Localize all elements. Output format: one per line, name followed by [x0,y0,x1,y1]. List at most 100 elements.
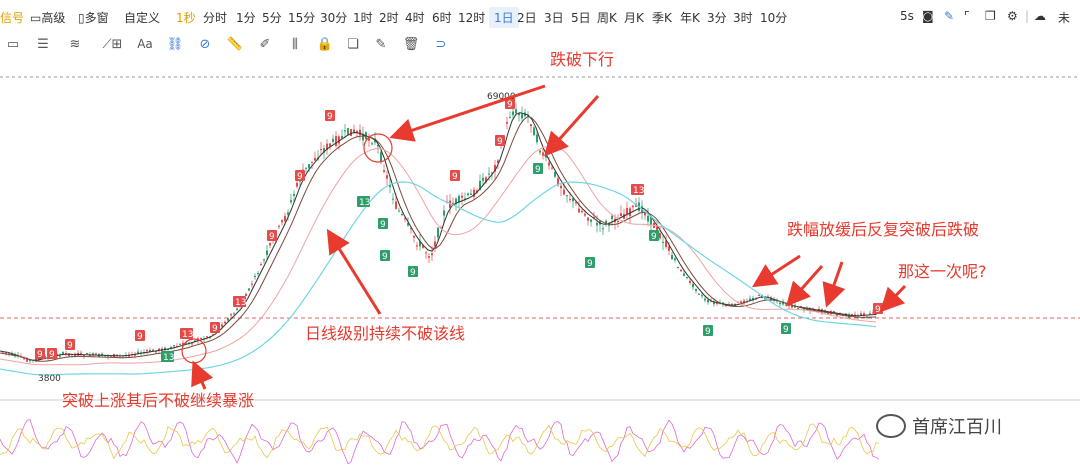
candle-body [707,299,709,303]
candle-body [65,353,67,355]
candle-body [425,252,427,254]
interval-12h[interactable]: 12时 [458,11,486,25]
interval-6h[interactable]: 6时 [432,11,452,25]
interval-3h[interactable]: 3时 [733,11,753,25]
td-badge-label: 9 [705,327,711,337]
lock-icon[interactable]: 🔒 [316,36,334,52]
signal-button[interactable]: 信号 [0,11,25,25]
candle-body [308,164,310,169]
cloud-icon[interactable]: ☁ [1034,9,1046,23]
interval-timeshare[interactable]: 分时 [203,11,228,25]
interval-1m[interactable]: 1分 [236,11,256,25]
annotation-break-down: 跌破下行 [550,50,615,69]
interval-1h[interactable]: 1时 [353,11,373,25]
annotation-daily-line: 日线级别持续不破该线 [305,324,466,343]
brush-icon[interactable]: ✐ [259,36,271,52]
custom-button[interactable]: 自定义 [124,11,161,25]
candle-body [449,200,451,208]
candle-body [398,210,400,212]
td-badge [233,296,246,307]
multiwindow-icon: ▯ [78,11,85,25]
candle-body [266,250,268,255]
candle-body [410,227,412,229]
interval-5m[interactable]: 5分 [262,11,282,25]
window-icon[interactable]: ❐ [985,9,996,23]
magnet-icon[interactable]: ⊃ [435,36,447,52]
fullscreen-icon[interactable]: ⌜ [964,9,970,23]
candle-body [338,136,340,144]
pencil-icon[interactable]: ✎ [944,9,955,23]
td-badge [378,218,388,229]
interval-1d[interactable]: 1日 [489,7,519,28]
interval-5d[interactable]: 5日 [571,11,591,25]
td-badge [357,196,370,207]
trash-icon[interactable]: 🗑 [402,36,420,52]
candles-icon[interactable]: ⫼ [292,36,298,52]
interval-year[interactable]: 年K [680,11,700,25]
measure-icon[interactable]: ⊞ [111,36,123,52]
interval-30m[interactable]: 30分 [320,11,348,25]
candle-body [686,277,688,279]
unlink-icon[interactable]: ⊘ [199,36,211,52]
candle-body [506,122,508,124]
candle-body [95,353,97,355]
interval-week[interactable]: 周K [597,11,617,25]
interval-1s[interactable]: 1秒 [176,11,196,25]
candle-body [788,305,790,307]
candle-body [389,184,391,188]
interval-4h[interactable]: 4时 [405,11,425,25]
candle-body [860,313,862,316]
gear-icon[interactable]: ⚙ [1007,9,1018,23]
copy-icon[interactable]: ❏ [347,36,359,52]
td-badge-label: 9 [49,350,55,360]
candle-body [692,283,694,288]
candle-body [536,134,538,143]
replay-speed[interactable]: 5s [900,9,914,23]
candle-body [59,355,61,357]
divider: | [1025,9,1030,23]
multiwindow-button[interactable]: ▯多窗 [78,9,109,26]
candle-body [68,353,70,357]
rectangle-icon[interactable]: ▭ [6,36,20,52]
candle-body [473,189,475,197]
trend-icon[interactable]: ⟋ [102,36,112,52]
text-icon[interactable]: Aa [137,37,153,51]
ruler-icon[interactable]: 📏 [226,36,244,52]
td-badge-label: 13 [163,353,174,363]
candle-body [662,241,664,243]
interval-2d[interactable]: 2日 [517,11,537,25]
candle-body [779,302,781,305]
candle-body [23,358,25,360]
interval-month[interactable]: 月K [624,11,644,25]
candle-body [512,111,514,116]
camera-icon[interactable]: ◙ [922,9,934,23]
annotation-arrow [191,360,214,390]
td-badge [408,266,418,277]
annotation-arrow [879,284,907,313]
td-badge-label: 9 [783,325,789,335]
candle-body [833,311,835,313]
candle-body [245,294,247,296]
interval-10m[interactable]: 10分 [760,11,788,25]
wave-icon[interactable]: ≋ [69,36,81,52]
candle-body [356,130,358,134]
td-badge [585,257,595,268]
interval-3m[interactable]: 3分 [707,11,727,25]
candle-body [428,256,430,258]
edit-icon[interactable]: ✎ [375,36,387,52]
interval-15m[interactable]: 15分 [288,11,316,25]
list-icon[interactable]: ☰ [37,36,49,52]
interval-3d[interactable]: 3日 [544,11,564,25]
advanced-button[interactable]: ▭高级 [30,9,65,26]
advanced-label: 高级 [41,11,66,25]
candle-body [665,240,667,248]
interval-quarter[interactable]: 季K [652,11,672,25]
link-icon[interactable]: ⛓ [166,36,184,52]
interval-2h[interactable]: 2时 [379,11,399,25]
candle-body [866,316,868,318]
candle-body [452,202,454,204]
candle-body [254,276,256,278]
candle-body [479,181,481,190]
candle-body [314,157,316,161]
